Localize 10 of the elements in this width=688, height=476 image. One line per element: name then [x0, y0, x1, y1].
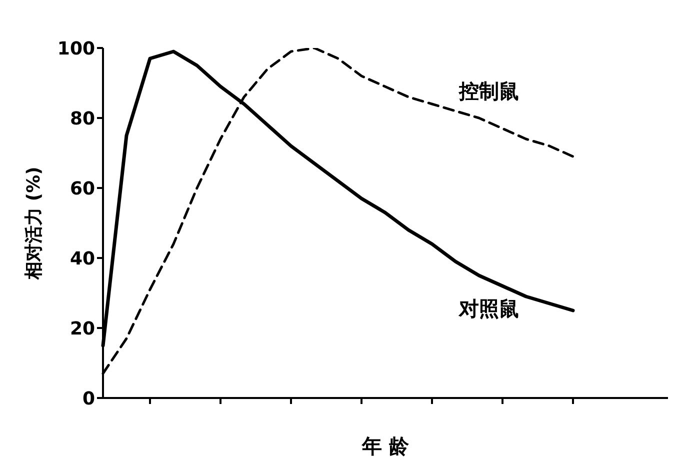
series-label: 控制鼠	[458, 79, 519, 103]
series-label: 对照鼠	[458, 296, 519, 320]
y-axis-title: 相对活力 (%)	[23, 166, 44, 280]
y-tick-label: 100	[57, 38, 95, 60]
x-axis-title: 年 龄	[361, 434, 410, 458]
y-tick-label: 0	[82, 388, 95, 410]
y-tick-label: 40	[70, 248, 95, 270]
y-tick-label: 20	[70, 318, 95, 340]
y-tick-label: 80	[70, 108, 95, 130]
y-tick-label: 60	[70, 178, 95, 200]
